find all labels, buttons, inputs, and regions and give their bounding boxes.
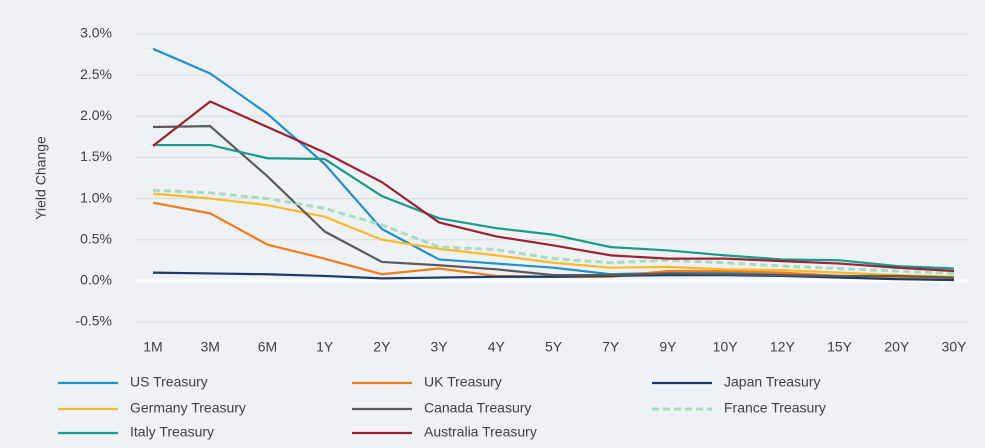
legend-label: Japan Treasury [724, 374, 821, 390]
y-tick-label: 2.5% [80, 66, 112, 82]
x-tick-label: 20Y [884, 339, 910, 355]
legend-label: Australia Treasury [424, 424, 537, 440]
x-tick-label: 7Y [602, 339, 620, 355]
x-tick-label: 6M [258, 339, 277, 355]
y-tick-label: 0.5% [80, 230, 112, 246]
legend-label: Italy Treasury [130, 424, 214, 440]
series-line [153, 143, 955, 270]
x-tick-label: 4Y [488, 339, 506, 355]
y-tick-label: 1.0% [80, 189, 112, 205]
series-line [152, 100, 955, 273]
x-tick-label: 3Y [431, 339, 449, 355]
x-tick-label: 9Y [659, 339, 677, 355]
legend-label: France Treasury [724, 400, 826, 416]
x-tick-label: 30Y [942, 339, 968, 355]
y-tick-label: -0.5% [75, 313, 112, 329]
x-tick-label: 1M [143, 339, 162, 355]
series-line [152, 188, 955, 275]
legend-label: Canada Treasury [424, 400, 531, 416]
y-tick-label: 2.0% [80, 107, 112, 123]
legend-label: UK Treasury [424, 374, 502, 390]
series-line [152, 125, 955, 279]
x-tick-label: 3M [200, 339, 219, 355]
y-tick-label: 1.5% [80, 148, 112, 164]
x-tick-label: 5Y [545, 339, 563, 355]
x-tick-label: 1Y [316, 339, 334, 355]
series-line [152, 192, 955, 278]
x-tick-label: 10Y [713, 339, 739, 355]
x-tick-label: 2Y [373, 339, 391, 355]
y-tick-label: 3.0% [80, 25, 112, 41]
x-tick-label: 15Y [827, 339, 853, 355]
legend-label: Germany Treasury [130, 400, 246, 416]
series-line [152, 271, 955, 282]
y-tick-label: 0.0% [80, 272, 112, 288]
legend-label: US Treasury [130, 374, 208, 390]
x-tick-label: 12Y [770, 339, 796, 355]
y-axis-label: Yield Change [33, 136, 49, 220]
